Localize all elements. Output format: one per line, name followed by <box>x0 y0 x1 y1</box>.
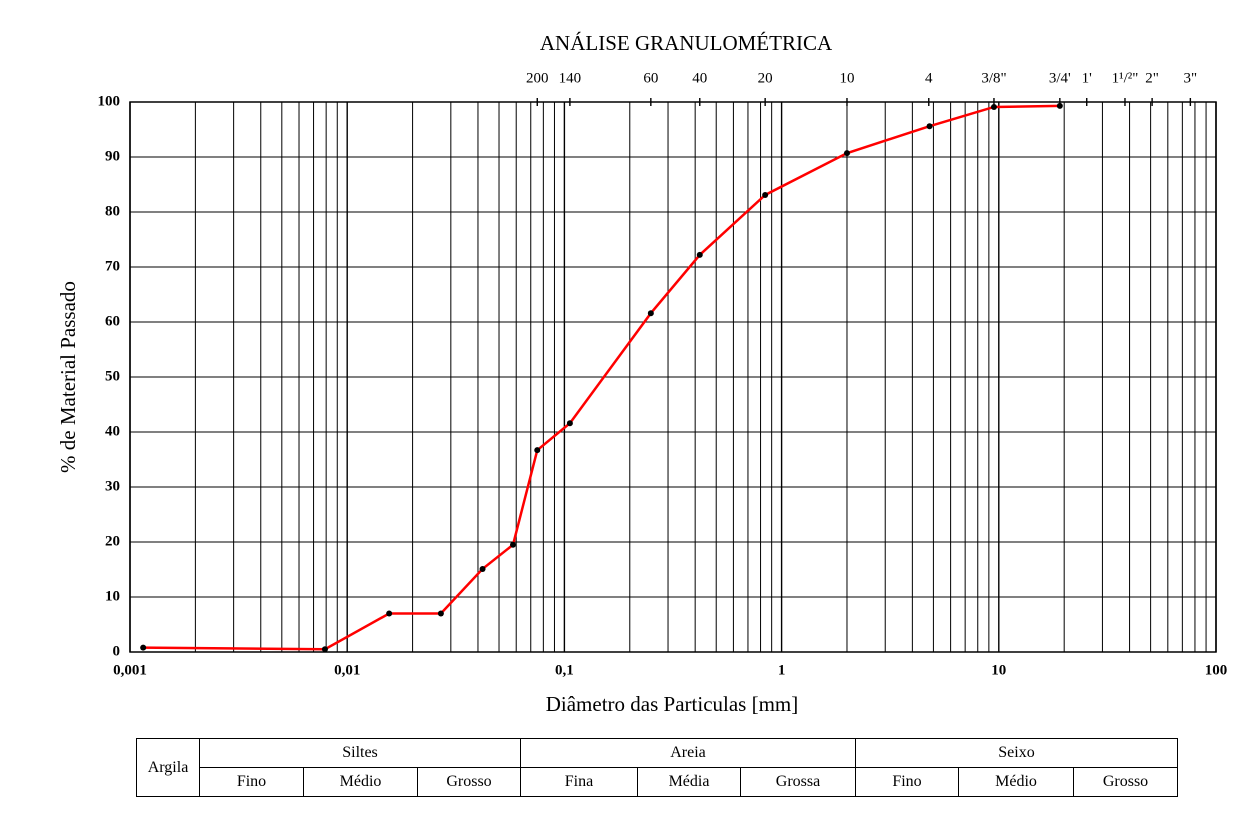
point <box>1056 102 1063 109</box>
y-tick-label: 60 <box>105 313 120 329</box>
plot-frame <box>129 101 1217 653</box>
y-axis-label: % de Material Passado <box>56 281 80 473</box>
soil-table: Argila Siltes Areia Seixo Fino Médio Grosso Fi… <box>136 738 1178 797</box>
cell: Argila <box>136 738 200 797</box>
point <box>566 420 573 427</box>
x-tick-label: 0,1 <box>555 662 574 678</box>
x-tick-label: 0,01 <box>334 662 360 678</box>
y-tick-label: 0 <box>113 643 121 659</box>
cell: Seixo <box>855 738 1178 768</box>
cell: Médio <box>303 767 418 797</box>
top-tick-label: 3/8" <box>981 70 1006 86</box>
point <box>990 103 997 110</box>
point <box>762 191 769 198</box>
top-tick-label: 10 <box>839 70 854 86</box>
point <box>321 646 328 653</box>
cell: Grossa <box>740 767 856 797</box>
x-axis-label: Diâmetro das Particulas [mm] <box>546 692 799 716</box>
chart-title: ANÁLISE GRANULOMÉTRICA <box>540 31 833 55</box>
cell: Fino <box>855 767 959 797</box>
x-tick-label: 1 <box>778 662 786 678</box>
point <box>437 610 444 617</box>
x-tick-label: 10 <box>991 662 1006 678</box>
cell: Fino <box>199 767 304 797</box>
top-tick-label: 2" <box>1145 70 1159 86</box>
y-tick-label: 30 <box>105 478 120 494</box>
top-tick-label: 200 <box>526 70 549 86</box>
x-tick-label: 100 <box>1205 662 1228 678</box>
cell: Médio <box>958 767 1074 797</box>
point <box>510 541 517 548</box>
y-tick-label: 20 <box>105 533 120 549</box>
y-tick-label: 70 <box>105 258 120 274</box>
top-tick-label: 1' <box>1082 70 1093 86</box>
point <box>386 610 393 617</box>
point <box>926 123 933 130</box>
point <box>479 565 486 572</box>
curve <box>143 104 1060 651</box>
y-tick-label: 100 <box>98 93 121 109</box>
cell: Siltes <box>199 738 521 768</box>
top-tick-label: 140 <box>559 70 582 86</box>
top-tick-label: 3/4' <box>1049 70 1071 86</box>
top-tick-label: 40 <box>692 70 707 86</box>
cell: Areia <box>520 738 856 768</box>
y-tick-label: 80 <box>105 203 120 219</box>
top-tick-label: 20 <box>758 70 773 86</box>
y-tick-label: 10 <box>105 588 120 604</box>
point <box>843 150 850 157</box>
top-tick-label: 1¹/²" <box>1112 70 1139 86</box>
top-tick-label: 3" <box>1184 70 1198 86</box>
x-tick-label: 0,001 <box>113 662 147 678</box>
cell: Fina <box>520 767 638 797</box>
y-tick-label: 40 <box>105 423 120 439</box>
cell: Média <box>637 767 741 797</box>
y-tick-label: 90 <box>105 148 120 164</box>
point <box>140 644 147 651</box>
cell: Grosso <box>1073 767 1178 797</box>
cell: Grosso <box>417 767 521 797</box>
top-tick-label: 4 <box>925 70 933 86</box>
point <box>696 251 703 258</box>
point <box>534 447 541 454</box>
point <box>647 310 654 317</box>
top-tick-label: 60 <box>643 70 658 86</box>
y-tick-label: 50 <box>105 368 120 384</box>
chart: ANÁLISE GRANULOMÉTRICA Diâmetro das Part… <box>56 31 1228 716</box>
